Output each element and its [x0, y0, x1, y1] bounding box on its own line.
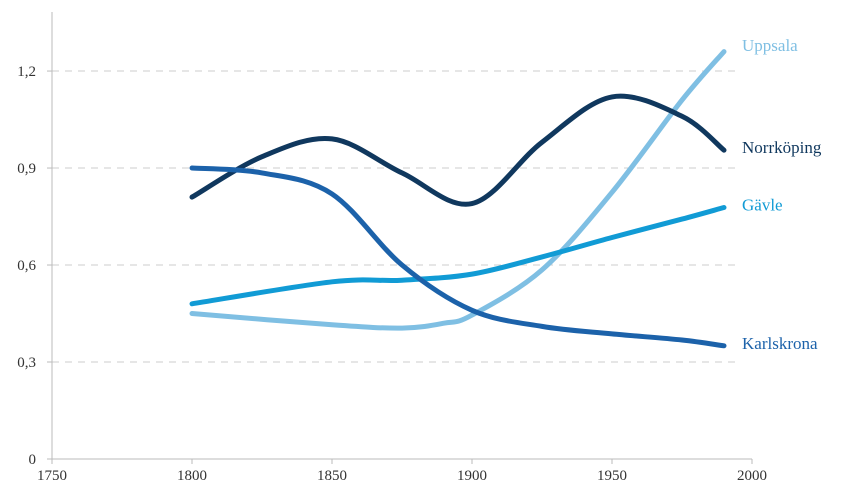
x-tick-label: 1750 [37, 468, 67, 484]
x-tick-label: 1800 [177, 468, 207, 484]
x-tick-label: 2000 [737, 468, 767, 484]
series-label-norrk-ping: Norrköping [742, 138, 822, 157]
y-tick-label: 0,9 [17, 161, 36, 177]
y-tick-label: 0 [29, 452, 37, 468]
series-label-karlskrona: Karlskrona [742, 334, 818, 353]
axes [47, 12, 753, 464]
series-line-uppsala [189, 49, 727, 331]
series-labels: Uppsala Norrköping Gävle Karlskrona [742, 36, 822, 353]
y-tick-label: 0,6 [17, 258, 36, 274]
y-tick-label: 0,3 [17, 355, 36, 371]
tick-labels: 0 0,3 0,6 0,9 1,2 1750 1800 1850 1900 1950 2000 [17, 64, 767, 484]
series-line-norrk-ping [189, 93, 727, 207]
y-tick-label: 1,2 [17, 64, 36, 80]
series-lines [189, 49, 727, 349]
gridlines [52, 70, 740, 363]
series-label-uppsala: Uppsala [742, 36, 798, 55]
series-label-g-vle: Gävle [742, 195, 783, 214]
series-line-g-vle [189, 205, 727, 307]
x-tick-label: 1950 [597, 468, 627, 484]
series-line-karlskrona [189, 165, 727, 349]
x-tick-label: 1850 [317, 468, 347, 484]
x-tick-label: 1900 [457, 468, 487, 484]
